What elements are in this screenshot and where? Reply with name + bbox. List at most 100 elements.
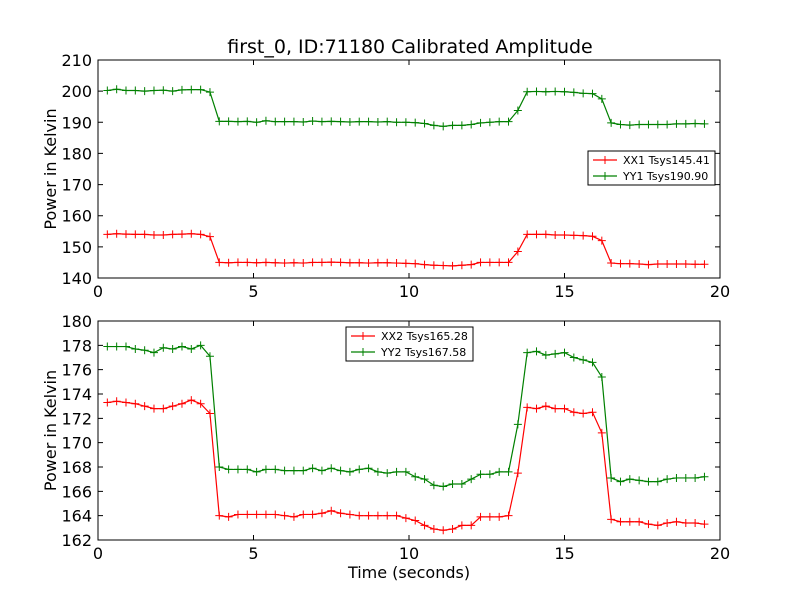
data-point [112, 342, 121, 351]
data-point [168, 230, 177, 239]
data-point [691, 518, 700, 527]
data-point [112, 229, 121, 238]
data-point [625, 517, 634, 526]
data-point [523, 348, 532, 357]
data-point [243, 465, 252, 474]
data-point [131, 230, 140, 239]
data-point [457, 521, 466, 530]
legend-box [345, 326, 474, 362]
data-point [504, 258, 513, 267]
data-point [252, 258, 261, 267]
data-point [607, 473, 616, 482]
data-point [401, 514, 410, 523]
data-point [569, 231, 578, 240]
data-point [131, 86, 140, 95]
data-point [243, 510, 252, 519]
data-point [196, 341, 205, 350]
data-point [644, 260, 653, 269]
data-point [205, 88, 214, 97]
data-point [551, 349, 560, 358]
data-point [271, 465, 280, 474]
data-point [644, 520, 653, 529]
data-point [364, 259, 373, 268]
x-tick-label: 5 [248, 282, 258, 301]
data-point [616, 120, 625, 129]
y-tick-label: 200 [61, 82, 92, 101]
data-point [131, 344, 140, 353]
data-point [495, 512, 504, 521]
data-point [140, 402, 149, 411]
data-point [392, 259, 401, 268]
y-tick-label: 170 [61, 176, 92, 195]
data-point [504, 511, 513, 520]
data-point [299, 466, 308, 475]
data-point [532, 404, 541, 413]
legend-box [587, 150, 716, 186]
data-point [280, 259, 289, 268]
data-point [663, 259, 672, 268]
data-point [308, 117, 317, 126]
data-point [373, 467, 382, 476]
data-point [672, 259, 681, 268]
data-point [663, 120, 672, 129]
data-point [317, 258, 326, 267]
data-point [588, 358, 597, 367]
data-point [159, 86, 168, 95]
data-point [121, 342, 130, 351]
data-point [289, 466, 298, 475]
data-point [205, 232, 214, 241]
data-point [345, 467, 354, 476]
data-point [336, 117, 345, 126]
y-tick-label: 172 [61, 409, 92, 428]
data-point [401, 467, 410, 476]
data-point [569, 353, 578, 362]
data-point [364, 464, 373, 473]
data-point [495, 467, 504, 476]
data-point [317, 509, 326, 518]
data-point [411, 118, 420, 127]
data-point [588, 232, 597, 241]
y-tick-label: 174 [61, 385, 92, 404]
data-point [448, 261, 457, 270]
data-point [336, 466, 345, 475]
data-point [700, 472, 709, 481]
y-tick-label: 170 [61, 434, 92, 453]
legend-entry-label: YY2 Tsys167.58 [380, 346, 466, 359]
data-point [523, 403, 532, 412]
data-point [373, 258, 382, 267]
data-point [476, 118, 485, 127]
data-point [103, 230, 112, 239]
data-point [327, 117, 336, 126]
data-point [411, 516, 420, 525]
x-tick-label: 0 [93, 544, 103, 563]
data-point [121, 86, 130, 95]
data-point [196, 230, 205, 239]
y-tick-label: 164 [61, 507, 92, 526]
data-point [224, 258, 233, 267]
legend-swatch-marker [359, 332, 367, 340]
data-point [681, 473, 690, 482]
data-point [588, 408, 597, 417]
data-point [448, 121, 457, 130]
data-point [439, 261, 448, 270]
data-point [159, 404, 168, 413]
data-point [551, 231, 560, 240]
data-point [597, 94, 606, 103]
data-point [224, 465, 233, 474]
data-point [448, 480, 457, 489]
data-point [373, 511, 382, 520]
data-point [663, 518, 672, 527]
data-point [243, 117, 252, 126]
data-point [476, 258, 485, 267]
data-point [168, 402, 177, 411]
data-point [588, 89, 597, 98]
data-point [280, 466, 289, 475]
legend-swatch-marker [601, 172, 609, 180]
data-point [700, 260, 709, 269]
data-point [215, 258, 224, 267]
data-point [700, 520, 709, 529]
data-point [439, 526, 448, 535]
data-point [383, 258, 392, 267]
data-point [289, 512, 298, 521]
